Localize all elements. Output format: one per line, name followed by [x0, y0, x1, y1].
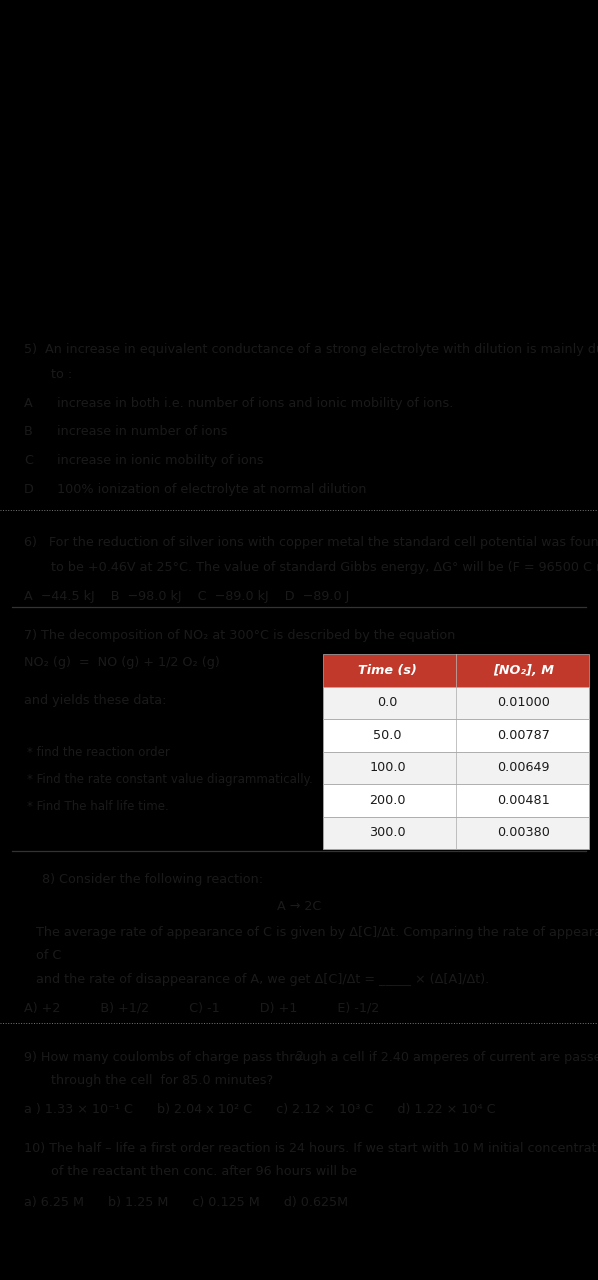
Text: C: C — [24, 454, 33, 467]
Text: increase in ionic mobility of ions: increase in ionic mobility of ions — [57, 454, 264, 467]
Bar — [323, 785, 589, 817]
Text: 0.01000: 0.01000 — [497, 696, 550, 709]
Text: increase in both i.e. number of ions and ionic mobility of ions.: increase in both i.e. number of ions and… — [57, 397, 453, 410]
Text: and yields these data:: and yields these data: — [24, 694, 166, 707]
Text: 0.00481: 0.00481 — [497, 794, 550, 806]
Text: 50.0: 50.0 — [373, 728, 402, 742]
Text: 100.0: 100.0 — [369, 762, 406, 774]
Text: increase in number of ions: increase in number of ions — [57, 425, 227, 438]
Text: and the rate of disappearance of A, we get Δ[C]/Δt = _____ × (Δ[A]/Δt).: and the rate of disappearance of A, we g… — [36, 973, 489, 986]
Text: of C: of C — [36, 950, 61, 963]
Text: 0.0: 0.0 — [377, 696, 398, 709]
Text: 9) How many coulombs of charge pass through a cell if 2.40 amperes of current ar: 9) How many coulombs of charge pass thro… — [24, 1051, 598, 1064]
Text: a ) 1.33 × 10⁻¹ C      b) 2.04 x 10² C      c) 2.12 × 10³ C      d) 1.22 × 10⁴ C: a ) 1.33 × 10⁻¹ C b) 2.04 x 10² C c) 2.1… — [24, 1103, 496, 1116]
Text: D: D — [24, 483, 34, 495]
Text: The average rate of appearance of C is given by Δ[C]/Δt. Comparing the rate of a: The average rate of appearance of C is g… — [36, 925, 598, 940]
Text: 0.00380: 0.00380 — [497, 827, 550, 840]
Text: * Find the rate constant value diagrammatically.: * Find the rate constant value diagramma… — [27, 773, 313, 786]
Text: NO₂ (g)  =  NO (g) + 1/2 O₂ (g): NO₂ (g) = NO (g) + 1/2 O₂ (g) — [24, 657, 219, 669]
Text: 7) The decomposition of NO₂ at 300°C is described by the equation: 7) The decomposition of NO₂ at 300°C is … — [24, 630, 455, 643]
Text: Time (s): Time (s) — [358, 664, 417, 677]
Bar — [323, 719, 589, 751]
Text: a) 6.25 M      b) 1.25 M      c) 0.125 M      d) 0.625M: a) 6.25 M b) 1.25 M c) 0.125 M d) 0.625M — [24, 1196, 348, 1208]
Text: 10) The half – life a first order reaction is 24 hours. If we start with 10 M in: 10) The half – life a first order reacti… — [24, 1142, 598, 1155]
Text: of the reactant then conc. after 96 hours will be: of the reactant then conc. after 96 hour… — [51, 1165, 357, 1179]
Text: * find the reaction order: * find the reaction order — [27, 745, 170, 759]
Text: [NO₂], M: [NO₂], M — [493, 664, 554, 677]
Bar — [323, 654, 589, 686]
Text: 5)  An increase in equivalent conductance of a strong electrolyte with dilution : 5) An increase in equivalent conductance… — [24, 343, 598, 356]
Text: to be +0.46V at 25°C. The value of standard Gibbs energy, ΔG° will be (F = 96500: to be +0.46V at 25°C. The value of stand… — [51, 561, 598, 575]
Text: through the cell  for 85.0 minutes?: through the cell for 85.0 minutes? — [51, 1074, 273, 1087]
Text: 6)   For the reduction of silver ions with copper metal the standard cell potent: 6) For the reduction of silver ions with… — [24, 536, 598, 549]
Text: A) +2          B) +1/2          C) -1          D) +1          E) -1/2: A) +2 B) +1/2 C) -1 D) +1 E) -1/2 — [24, 1001, 379, 1015]
Text: A → 2C: A → 2C — [277, 900, 321, 914]
Text: B: B — [24, 425, 33, 438]
Bar — [323, 751, 589, 785]
Text: 0.00649: 0.00649 — [497, 762, 550, 774]
Bar — [323, 817, 589, 849]
Text: 8) Consider the following reaction:: 8) Consider the following reaction: — [42, 873, 263, 886]
Text: to :: to : — [51, 367, 72, 381]
Text: 2: 2 — [295, 1050, 303, 1062]
Text: 300.0: 300.0 — [369, 827, 406, 840]
Bar — [323, 686, 589, 719]
Text: * Find The half life time.: * Find The half life time. — [27, 800, 169, 813]
Text: 100% ionization of electrolyte at normal dilution: 100% ionization of electrolyte at normal… — [57, 483, 367, 495]
Text: A: A — [24, 397, 33, 410]
Text: A  −44.5 kJ    B  −98.0 kJ    C  −89.0 kJ    D  −89.0 J: A −44.5 kJ B −98.0 kJ C −89.0 kJ D −89.0… — [24, 590, 349, 603]
Text: 0.00787: 0.00787 — [497, 728, 550, 742]
Text: 200.0: 200.0 — [369, 794, 406, 806]
